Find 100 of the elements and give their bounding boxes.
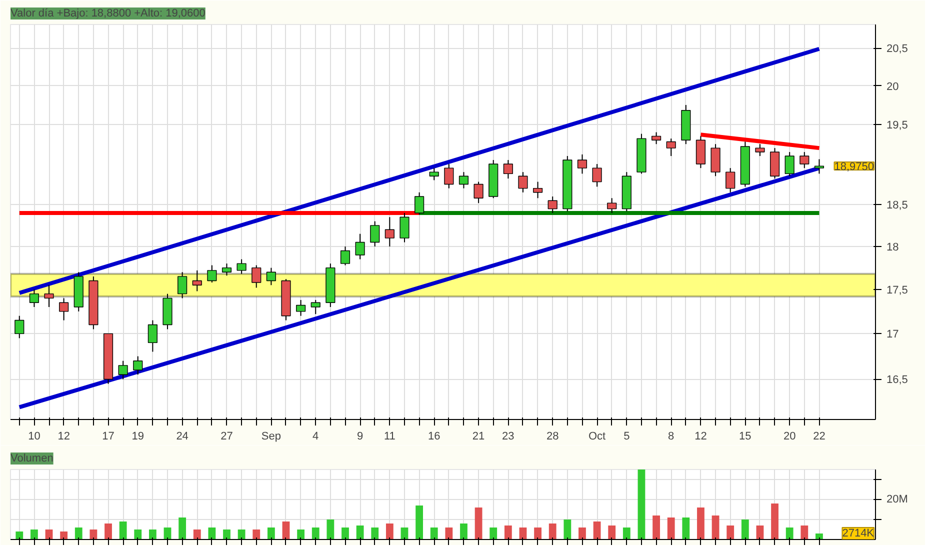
x-tick-label: 23 <box>502 430 514 442</box>
bar <box>578 528 586 540</box>
candlestick <box>755 144 765 157</box>
x-tick-label: 11 <box>384 430 396 442</box>
text: 2714K <box>842 528 875 540</box>
candlestick <box>310 299 320 315</box>
candlestick <box>800 152 810 169</box>
bar <box>667 518 675 540</box>
candlestick <box>548 196 558 214</box>
candlestick <box>607 198 617 214</box>
bar <box>90 530 98 540</box>
candlestick <box>14 315 24 339</box>
bar <box>342 528 349 540</box>
candlestick <box>651 132 662 145</box>
candlestick <box>370 220 380 247</box>
candlestick <box>429 168 439 181</box>
x-tick-label: 8 <box>668 430 674 442</box>
bar <box>490 528 498 540</box>
bar <box>564 520 572 540</box>
bar <box>30 530 38 540</box>
candlestick <box>355 233 365 260</box>
x-tick-label: Sep <box>261 430 281 442</box>
bar <box>223 530 230 540</box>
bar <box>712 516 720 540</box>
bar <box>682 518 690 540</box>
candlestick <box>340 246 350 266</box>
candlestick <box>577 154 588 174</box>
y-tick-label: 16,5 <box>886 374 908 386</box>
candlestick <box>400 212 410 243</box>
x-tick-label: 5 <box>624 430 630 442</box>
bar <box>238 530 246 540</box>
bar <box>622 528 630 540</box>
x-tick-label: 21 <box>472 430 485 442</box>
candlestick <box>784 152 794 177</box>
candlestick <box>696 136 706 169</box>
bar <box>608 526 616 540</box>
candlestick <box>533 181 543 199</box>
y-tick-label: 18 <box>886 242 899 254</box>
bar <box>326 520 334 540</box>
x-tick-label: 12 <box>694 430 707 442</box>
y-tick-label: 20 <box>886 80 899 93</box>
x-tick-label: 28 <box>546 430 559 442</box>
candlestick <box>474 181 484 204</box>
bar <box>548 524 556 540</box>
bar <box>786 528 794 540</box>
bar <box>697 508 704 540</box>
bar <box>371 528 379 540</box>
bar <box>386 524 394 540</box>
bar <box>416 506 424 540</box>
x-tick-label: 12 <box>58 430 70 442</box>
bar <box>638 470 646 540</box>
bar <box>504 526 512 540</box>
bar <box>297 530 305 540</box>
bar <box>178 518 186 540</box>
x-tick-label: 10 <box>28 430 40 442</box>
x-tick-label: 16 <box>428 430 440 442</box>
bar <box>756 526 764 540</box>
bar <box>726 526 734 540</box>
candlestick <box>666 138 676 157</box>
x-tick-label: 9 <box>356 430 364 442</box>
bar <box>148 530 156 540</box>
bar <box>800 526 808 540</box>
y-tick-label: 20,5 <box>886 43 908 56</box>
bar <box>460 524 468 540</box>
y-tick-label: 20M <box>886 494 908 506</box>
bar <box>771 504 778 540</box>
bar <box>312 528 320 540</box>
x-tick-label: 24 <box>176 430 188 442</box>
candlestick <box>726 168 736 193</box>
bar <box>134 530 142 540</box>
y-tick-label: 17,5 <box>886 284 908 296</box>
bar <box>652 516 660 540</box>
y-tick-label: 19,5 <box>886 119 908 132</box>
y-tick-label: 17 <box>886 328 899 341</box>
x-tick-label: 4 <box>312 430 319 442</box>
chart-title: Volumen <box>10 452 54 464</box>
candlestick <box>133 356 143 376</box>
y-tick-label: 18,5 <box>886 200 908 212</box>
candlestick <box>503 160 513 180</box>
x-tick-label: 15 <box>739 430 752 442</box>
candlestick <box>148 320 158 352</box>
candlestick <box>592 164 602 188</box>
bar <box>252 530 260 540</box>
candlestick <box>414 192 424 216</box>
bar <box>60 532 68 540</box>
bar <box>534 528 542 540</box>
bar <box>208 528 216 540</box>
bar <box>119 522 127 540</box>
bar <box>267 528 275 540</box>
x-tick-label: 22 <box>813 430 826 442</box>
x-tick-label: Oct <box>588 430 606 442</box>
bar <box>474 508 482 540</box>
candlestick <box>296 299 306 316</box>
candlestick <box>518 172 528 193</box>
bar <box>741 520 749 540</box>
bar <box>430 528 438 540</box>
bar <box>593 522 601 540</box>
x-tick-label: 17 <box>102 430 114 442</box>
bar <box>282 522 290 540</box>
bar <box>356 526 364 540</box>
